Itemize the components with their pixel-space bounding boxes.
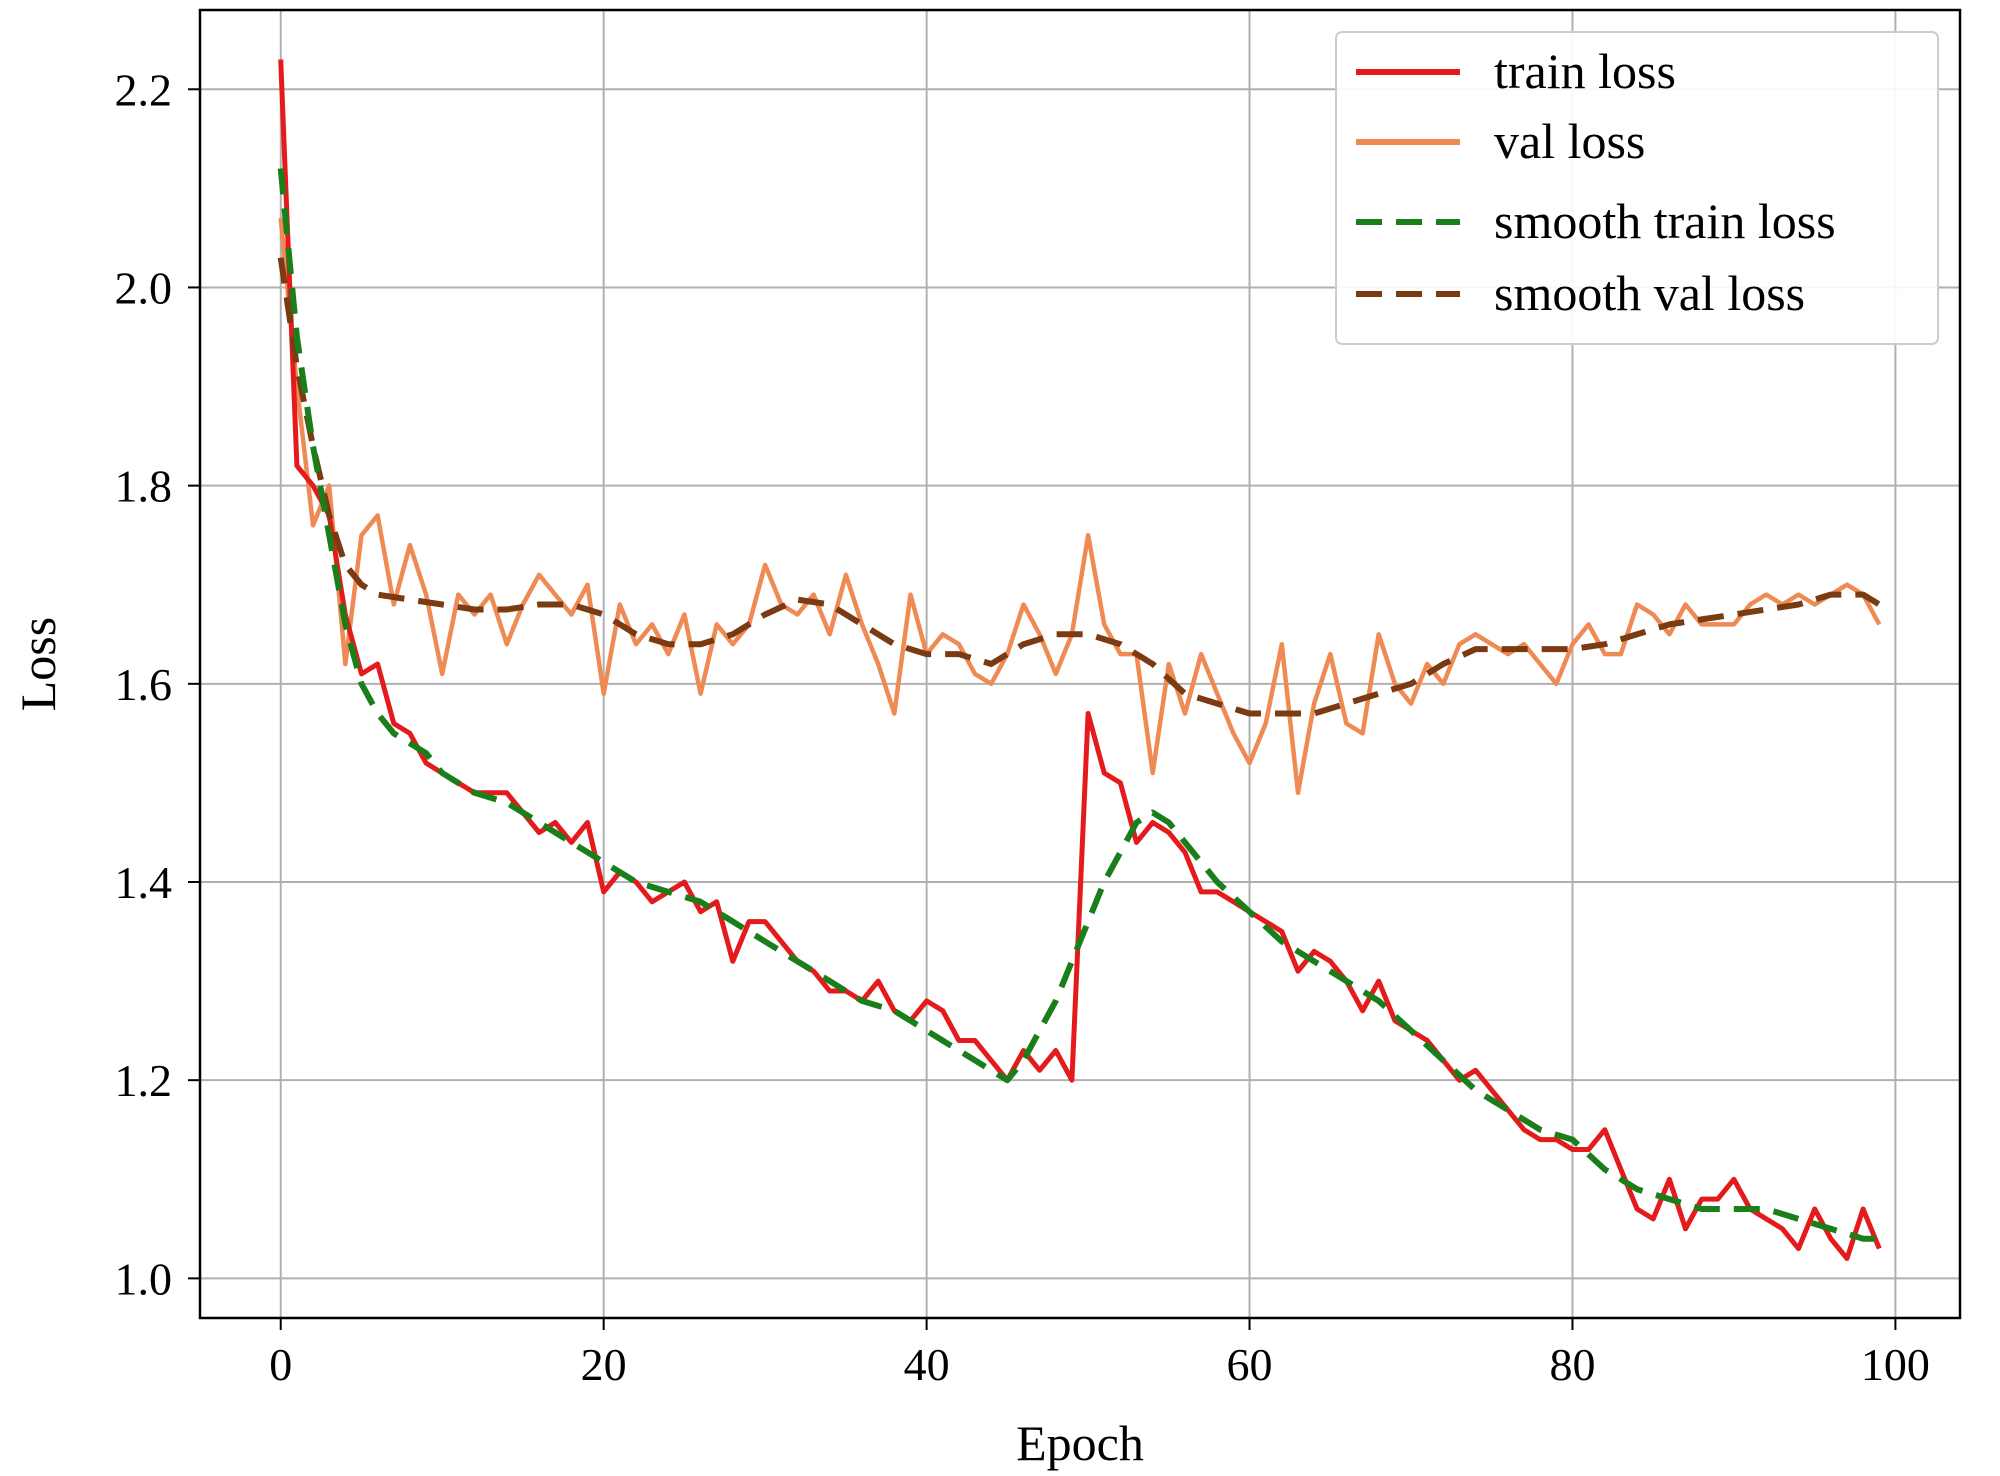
- x-tick-label: 40: [904, 1339, 950, 1390]
- legend-label: train loss: [1494, 43, 1676, 99]
- x-tick-label: 80: [1549, 1339, 1595, 1390]
- y-tick-label: 1.2: [115, 1055, 173, 1106]
- x-tick-label: 0: [269, 1339, 292, 1390]
- axis-ticks: 0 20 40 60 80 100 1.0 1.2 1.4 1.6 1.8 2.0 2.2: [115, 64, 1930, 1390]
- plot-frame: [198, 8, 1962, 1320]
- y-tick-label: 1.0: [115, 1253, 173, 1304]
- x-axis-label: Epoch: [1016, 1415, 1144, 1471]
- series-layer: [277, 59, 1882, 1261]
- legend-label: smooth train loss: [1494, 193, 1836, 249]
- legend-box: [1335, 31, 1939, 345]
- x-tick-label: 100: [1861, 1339, 1930, 1390]
- series-line-smooth-train-loss: [277, 168, 1880, 1242]
- series-line-smooth-val-loss: [277, 257, 1881, 717]
- y-tick-label: 1.8: [115, 461, 173, 512]
- x-tick-label: 20: [581, 1339, 627, 1390]
- legend: train loss val loss smooth train loss smoot…: [1335, 31, 1939, 345]
- y-tick-label: 2.2: [115, 64, 173, 115]
- x-tick-label: 60: [1227, 1339, 1273, 1390]
- y-axis-label: Loss: [10, 617, 66, 711]
- legend-label: smooth val loss: [1494, 265, 1805, 321]
- legend-label: val loss: [1494, 113, 1645, 169]
- y-tick-label: 1.4: [115, 857, 173, 908]
- y-tick-label: 2.0: [115, 262, 173, 313]
- series-line-val-loss: [278, 217, 1882, 796]
- y-tick-label: 1.6: [115, 659, 173, 710]
